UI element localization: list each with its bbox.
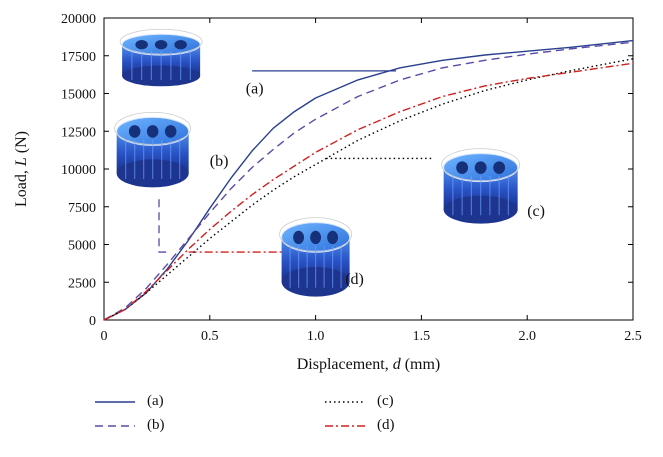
- legend-swatch: [95, 400, 135, 403]
- chart-annotations: (a) (b) (c) (d): [210, 81, 545, 288]
- annotation-a: (a): [246, 81, 264, 98]
- x-tick-label: 0.5: [201, 329, 219, 344]
- y-tick-label: 15000: [61, 88, 96, 103]
- y-tick-label: 10000: [61, 163, 96, 178]
- legend-item-a: (a): [95, 393, 164, 410]
- y-tick-label: 0: [89, 314, 96, 329]
- chart-series: [103, 39, 634, 321]
- x-tick-label: 0: [101, 329, 108, 344]
- y-tick-label: 5000: [68, 239, 96, 254]
- annotation-b: (b): [210, 153, 229, 170]
- implant-model-d-icon: [279, 217, 353, 297]
- load-displacement-chart: 0 0.5 1.0 1.5 2.0 2.5 0 2500 5000 7500 10000 12500 1…: [13, 12, 642, 373]
- annotation-d: (d): [345, 271, 364, 288]
- x-tick-label: 2.0: [518, 329, 536, 344]
- y-tick-label: 7500: [68, 201, 96, 216]
- implant-model-a-icon: [119, 28, 203, 87]
- legend-label: (d): [377, 417, 395, 433]
- legend-label: (b): [147, 417, 165, 433]
- y-axis-label: Load, L (N): [13, 131, 30, 207]
- y-tick-label: 2500: [68, 276, 96, 291]
- leader-line-b: [158, 199, 168, 253]
- legend-item-b: (b): [95, 417, 165, 434]
- x-tick-label: 1.0: [307, 329, 325, 344]
- implant-models: [114, 28, 521, 297]
- series-line-a: [103, 39, 634, 321]
- legend-swatch: [325, 424, 365, 427]
- x-tick-label: 1.5: [413, 329, 431, 344]
- annotation-c: (c): [527, 203, 545, 220]
- legend-label: (a): [147, 393, 164, 409]
- x-tick-label: 2.5: [624, 329, 642, 344]
- chart-axes: 0 0.5 1.0 1.5 2.0 2.5 0 2500 5000 7500 10000 12500 1…: [61, 12, 642, 344]
- chart-legend: (a) (b) (c) (d): [95, 393, 455, 443]
- y-tick-label: 20000: [61, 12, 96, 27]
- y-tick-label: 12500: [61, 125, 96, 140]
- series-line-d: [103, 62, 634, 321]
- legend-item-c: (c): [325, 393, 394, 410]
- series-line-c: [103, 58, 634, 321]
- callout-leaders: [158, 70, 432, 253]
- legend-swatch: [325, 400, 365, 403]
- x-axis-label: Displacement, d (mm): [297, 356, 441, 373]
- legend-label: (c): [377, 393, 394, 409]
- series-line-b: [103, 41, 634, 321]
- legend-item-d: (d): [325, 417, 395, 434]
- legend-swatch: [95, 424, 135, 427]
- y-tick-label: 17500: [61, 50, 96, 65]
- implant-model-b-icon: [114, 111, 192, 188]
- implant-model-c-icon: [441, 148, 521, 224]
